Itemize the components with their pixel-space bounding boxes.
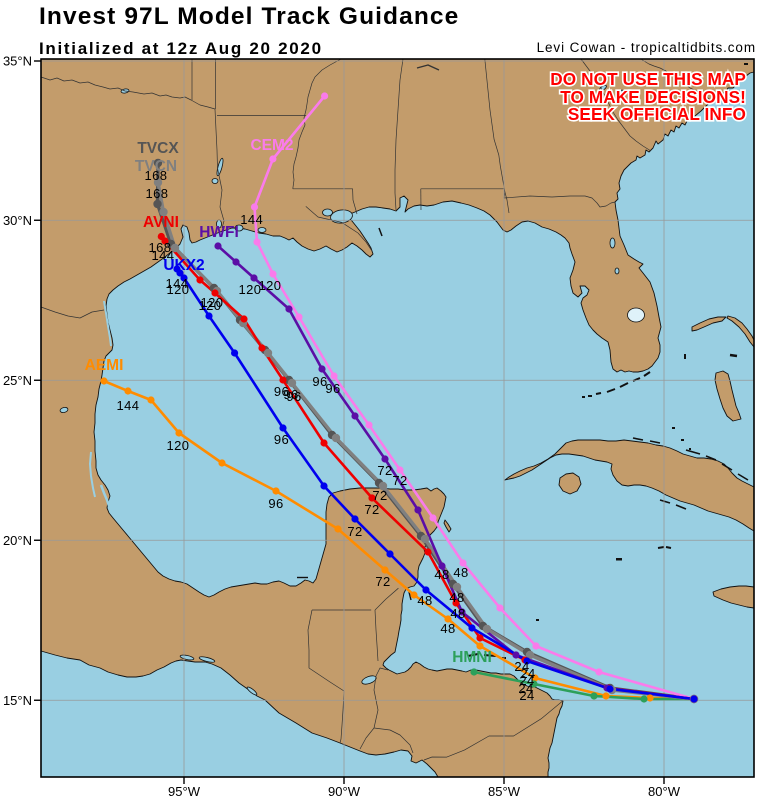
svg-text:Invest 97L Model Track Guidanc: Invest 97L Model Track Guidance [39, 3, 459, 30]
svg-text:AVNI: AVNI [143, 214, 179, 231]
svg-text:24: 24 [518, 681, 533, 696]
svg-text:144: 144 [152, 248, 175, 263]
svg-text:CEM2: CEM2 [250, 137, 293, 154]
svg-text:72: 72 [347, 524, 362, 539]
svg-text:24: 24 [519, 673, 534, 688]
svg-text:72: 72 [372, 488, 387, 503]
svg-text:72: 72 [375, 574, 390, 589]
svg-text:120: 120 [201, 295, 224, 310]
svg-text:TO MAKE DECISIONS!: TO MAKE DECISIONS! [560, 87, 746, 107]
svg-text:48: 48 [417, 593, 432, 608]
svg-text:96: 96 [274, 432, 289, 447]
svg-text:96: 96 [283, 387, 298, 402]
svg-text:72: 72 [364, 502, 379, 517]
svg-text:48: 48 [440, 621, 455, 636]
svg-text:96: 96 [268, 496, 283, 511]
svg-text:96: 96 [325, 381, 340, 396]
svg-text:48: 48 [453, 565, 468, 580]
svg-text:120: 120 [167, 438, 190, 453]
svg-text:96: 96 [286, 389, 301, 404]
svg-text:30°N: 30°N [3, 213, 32, 228]
svg-text:168: 168 [145, 168, 168, 183]
svg-text:24: 24 [514, 659, 529, 674]
svg-text:HMNI: HMNI [452, 649, 492, 666]
svg-text:85°W: 85°W [488, 784, 521, 799]
svg-text:168: 168 [146, 186, 169, 201]
svg-text:120: 120 [199, 298, 222, 313]
svg-text:95°W: 95°W [168, 784, 201, 799]
svg-text:144: 144 [117, 398, 140, 413]
svg-text:AEMI: AEMI [85, 357, 124, 374]
svg-text:48: 48 [450, 606, 465, 621]
svg-text:120: 120 [167, 282, 190, 297]
svg-text:UKX2: UKX2 [163, 257, 204, 274]
svg-text:25°N: 25°N [3, 373, 32, 388]
svg-text:35°N: 35°N [3, 54, 32, 69]
svg-text:72: 72 [377, 463, 392, 478]
svg-text:120: 120 [259, 278, 282, 293]
svg-text:HWFI: HWFI [199, 224, 239, 241]
svg-text:168: 168 [149, 240, 172, 255]
svg-text:90°W: 90°W [328, 784, 361, 799]
svg-text:48: 48 [449, 590, 464, 605]
svg-text:TVCX: TVCX [137, 140, 179, 157]
svg-text:144: 144 [240, 212, 263, 227]
svg-text:80°W: 80°W [648, 784, 681, 799]
svg-text:Initialized at 12z Aug 20 2020: Initialized at 12z Aug 20 2020 [39, 39, 323, 58]
svg-text:48: 48 [434, 567, 449, 582]
svg-text:120: 120 [239, 282, 262, 297]
svg-text:SEEK OFFICIAL INFO: SEEK OFFICIAL INFO [568, 104, 746, 124]
svg-text:96: 96 [312, 374, 327, 389]
svg-text:24: 24 [519, 688, 534, 703]
svg-text:Levi Cowan - tropicaltidbits.c: Levi Cowan - tropicaltidbits.com [537, 40, 756, 55]
svg-text:15°N: 15°N [3, 693, 32, 708]
svg-text:TVCN: TVCN [135, 158, 177, 175]
svg-text:DO NOT USE THIS MAP: DO NOT USE THIS MAP [550, 69, 746, 89]
svg-text:96: 96 [274, 384, 289, 399]
svg-text:72: 72 [392, 473, 407, 488]
svg-text:20°N: 20°N [3, 533, 32, 548]
svg-text:144: 144 [166, 276, 189, 291]
svg-text:24: 24 [520, 666, 535, 681]
